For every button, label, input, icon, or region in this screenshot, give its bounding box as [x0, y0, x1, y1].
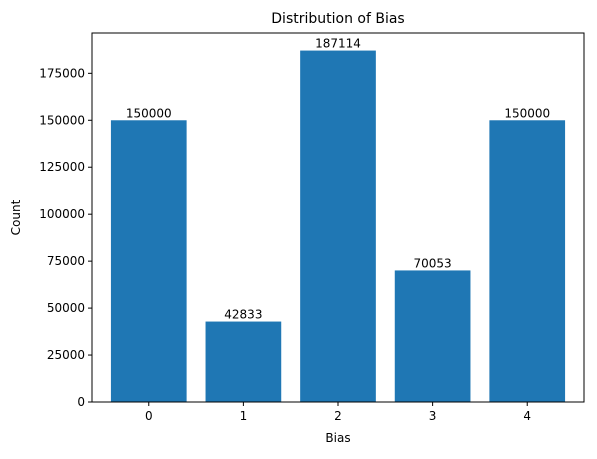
x-axis: 0 1 2 3 4 — [145, 402, 531, 423]
bar-value-label: 42833 — [224, 308, 262, 322]
bar-3 — [394, 270, 471, 402]
bar-2 — [300, 50, 376, 403]
x-tick-label: 0 — [145, 409, 153, 423]
bar-value-label: 150000 — [126, 106, 172, 120]
bar-value-label: 150000 — [504, 106, 550, 120]
y-tick-label: 125000 — [39, 160, 85, 174]
bar-0 — [110, 120, 187, 403]
y-axis: 0 25000 50000 75000 100000 125000 150000 175000 — [39, 66, 92, 409]
y-tick-label: 75000 — [47, 254, 85, 268]
chart-title: Distribution of Bias — [271, 11, 404, 27]
bar-value-label: 187114 — [315, 37, 361, 51]
bar-value-label: 70053 — [414, 256, 452, 270]
bar-4 — [489, 120, 566, 403]
x-axis-label: Bias — [325, 431, 350, 445]
y-tick-label: 175000 — [39, 66, 85, 80]
x-tick-label: 4 — [523, 409, 531, 423]
y-tick-label: 100000 — [39, 207, 85, 221]
plot-area: 150000 42833 187114 70053 150000 — [91, 32, 585, 403]
x-tick-label: 1 — [240, 409, 248, 423]
x-tick-label: 3 — [429, 409, 437, 423]
y-tick-label: 50000 — [47, 301, 85, 315]
y-tick-label: 25000 — [47, 348, 85, 362]
y-tick-label: 0 — [77, 395, 85, 409]
bar-1 — [205, 321, 282, 402]
x-tick-label: 2 — [334, 409, 342, 423]
y-tick-label: 150000 — [39, 113, 85, 127]
y-axis-label: Count — [9, 199, 23, 235]
